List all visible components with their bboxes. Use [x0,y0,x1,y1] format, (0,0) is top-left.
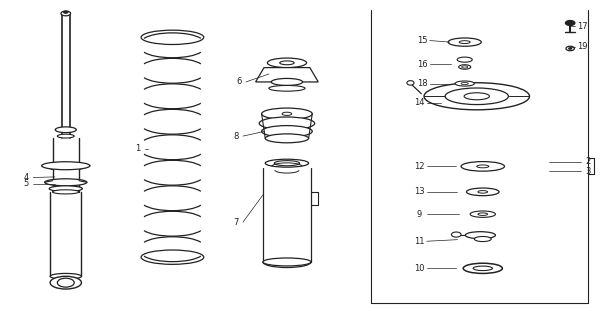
Ellipse shape [265,134,309,143]
Ellipse shape [265,159,309,167]
Text: 10: 10 [414,264,425,273]
Ellipse shape [271,78,303,85]
Text: 17: 17 [577,22,588,31]
Ellipse shape [566,46,574,51]
Ellipse shape [262,108,312,120]
Ellipse shape [55,127,76,132]
Text: 11: 11 [414,237,425,246]
Ellipse shape [458,65,471,69]
Text: 7: 7 [233,218,239,227]
Text: 1: 1 [135,144,141,153]
Ellipse shape [470,211,495,217]
Ellipse shape [463,263,503,273]
Ellipse shape [407,81,414,85]
Ellipse shape [461,162,504,171]
Text: 13: 13 [414,188,425,196]
Ellipse shape [262,125,312,137]
Ellipse shape [477,165,489,168]
Ellipse shape [455,81,474,86]
Ellipse shape [259,117,315,130]
Ellipse shape [42,162,90,170]
Text: 5: 5 [24,180,28,188]
Ellipse shape [474,236,491,242]
Text: 8: 8 [233,132,239,140]
Text: 15: 15 [417,36,428,45]
Ellipse shape [565,20,575,26]
Ellipse shape [466,188,499,196]
Text: 16: 16 [417,60,428,69]
Ellipse shape [465,232,495,239]
Ellipse shape [280,61,294,65]
Ellipse shape [282,112,292,116]
Ellipse shape [53,190,79,194]
Ellipse shape [478,213,487,215]
Text: 12: 12 [414,162,425,171]
Ellipse shape [57,134,74,138]
Ellipse shape [473,266,492,270]
Ellipse shape [464,93,489,100]
Ellipse shape [448,38,481,46]
Text: 3: 3 [585,167,591,176]
Ellipse shape [274,161,300,166]
Ellipse shape [269,85,305,91]
Ellipse shape [445,88,509,105]
Ellipse shape [45,179,87,186]
Text: 9: 9 [417,210,422,219]
Circle shape [63,11,68,13]
Text: 4: 4 [24,173,28,182]
Ellipse shape [61,11,71,16]
Ellipse shape [568,48,572,50]
Ellipse shape [461,83,468,85]
Text: 2: 2 [586,157,591,166]
Text: 6: 6 [236,77,242,86]
Ellipse shape [50,276,82,289]
Ellipse shape [457,57,472,62]
Polygon shape [255,68,318,82]
Text: 19: 19 [577,42,588,52]
Ellipse shape [459,41,470,44]
Ellipse shape [49,186,82,192]
Ellipse shape [478,191,487,193]
Ellipse shape [263,258,311,266]
Ellipse shape [424,83,530,110]
Text: 18: 18 [417,79,428,88]
Ellipse shape [50,273,82,279]
Circle shape [451,232,461,237]
Ellipse shape [268,58,306,68]
Ellipse shape [461,66,467,68]
Circle shape [57,278,74,287]
Text: 14: 14 [414,98,425,107]
